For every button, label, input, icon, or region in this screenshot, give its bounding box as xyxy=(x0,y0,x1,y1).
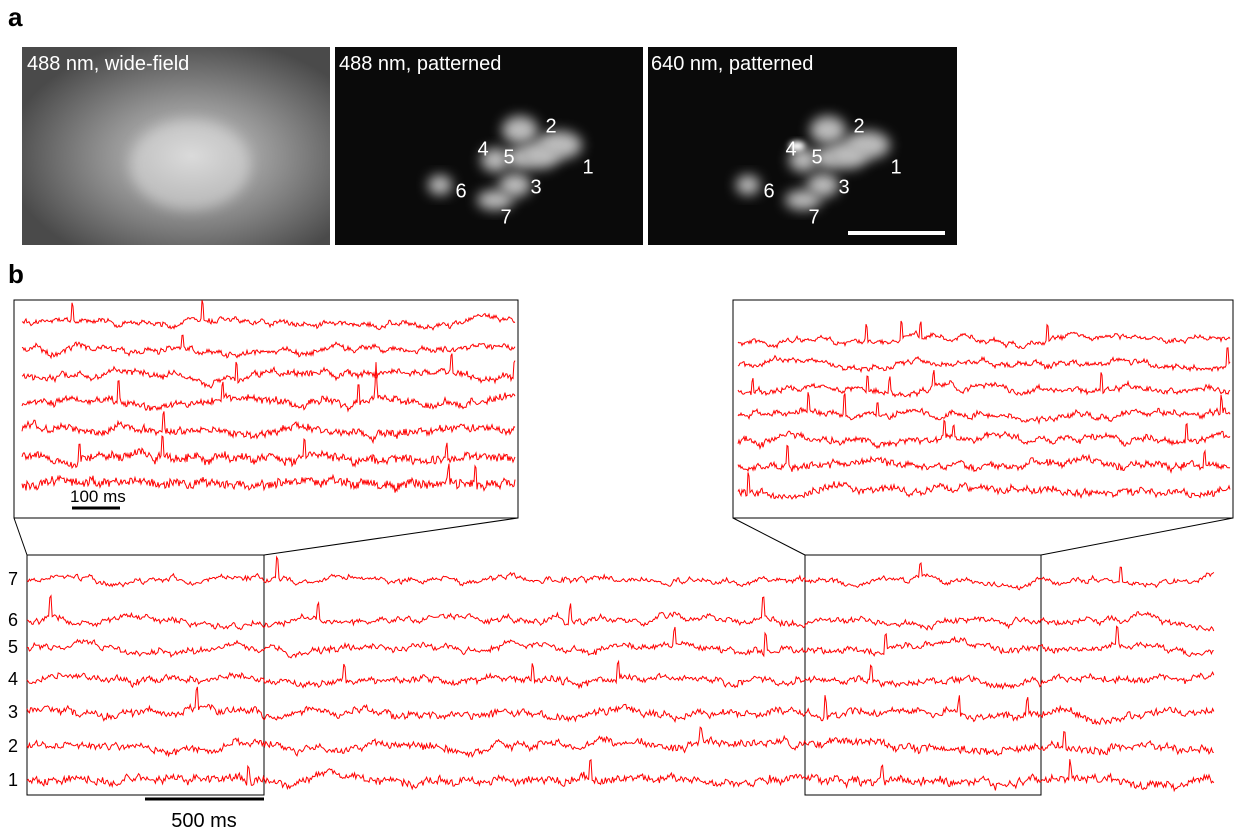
cell-label: 2 xyxy=(853,115,864,137)
cell-blob xyxy=(785,190,821,210)
trace xyxy=(26,594,1215,632)
image-patterned-640 xyxy=(648,47,957,245)
trace xyxy=(737,347,1231,374)
trace xyxy=(21,334,516,360)
cell-label: 3 xyxy=(530,176,541,198)
trace xyxy=(26,726,1214,758)
trace xyxy=(21,463,516,493)
image-caption: 640 nm, patterned xyxy=(651,53,813,75)
cell-blob xyxy=(736,175,760,195)
trace xyxy=(737,320,1231,350)
panel-label: b xyxy=(8,259,24,289)
trace-label: 4 xyxy=(8,669,18,689)
image-caption: 488 nm, wide-field xyxy=(27,53,189,75)
cell-label: 1 xyxy=(582,156,593,178)
trace-label: 5 xyxy=(8,637,18,657)
cell-label: 5 xyxy=(811,146,822,168)
cell-blob xyxy=(499,173,531,197)
trace xyxy=(737,418,1231,450)
image-wide-field xyxy=(22,47,330,245)
cell-label: 2 xyxy=(545,115,556,137)
panel-label: a xyxy=(8,2,23,32)
cell-label: 3 xyxy=(838,176,849,198)
trace xyxy=(26,758,1215,793)
trace-label: 6 xyxy=(8,610,18,630)
frames xyxy=(13,299,1234,796)
cell-label: 7 xyxy=(808,206,819,228)
cell-label: 4 xyxy=(785,138,796,160)
trace xyxy=(21,435,516,470)
cell-blob xyxy=(789,141,805,151)
traces xyxy=(21,300,1231,793)
trace-label: 1 xyxy=(8,770,18,790)
trace xyxy=(21,300,516,331)
trace xyxy=(737,444,1231,474)
cell-label: 6 xyxy=(763,180,774,202)
cell-blob xyxy=(810,116,846,144)
cell-blob xyxy=(428,175,452,195)
trace xyxy=(21,353,516,389)
cell-blob xyxy=(502,116,538,144)
trace xyxy=(27,625,1214,659)
trace xyxy=(21,362,516,413)
cell-label: 5 xyxy=(503,146,514,168)
trace-label: 2 xyxy=(8,736,18,756)
trace xyxy=(26,555,1215,591)
cell-blob xyxy=(520,141,560,169)
image-patterned-488 xyxy=(335,47,643,245)
trace xyxy=(26,659,1215,691)
cell-blob xyxy=(828,141,868,169)
trace xyxy=(737,472,1231,500)
trace-label: 7 xyxy=(8,569,18,589)
cell-blob xyxy=(481,148,509,172)
cell-label: 1 xyxy=(890,156,901,178)
trace xyxy=(26,686,1215,726)
image-caption: 488 nm, patterned xyxy=(339,53,501,75)
trace xyxy=(737,392,1231,425)
cell-label: 6 xyxy=(455,180,466,202)
trace-label: 3 xyxy=(8,702,18,722)
cell-blob xyxy=(477,190,513,210)
cell-label: 7 xyxy=(500,206,511,228)
trace xyxy=(737,369,1231,399)
cell-label: 4 xyxy=(477,138,488,160)
scale-label: 500 ms xyxy=(171,810,237,832)
cell-blob xyxy=(807,173,839,197)
trace xyxy=(21,411,516,445)
cell-blob xyxy=(789,148,817,172)
scale-label: 100 ms xyxy=(70,487,126,506)
